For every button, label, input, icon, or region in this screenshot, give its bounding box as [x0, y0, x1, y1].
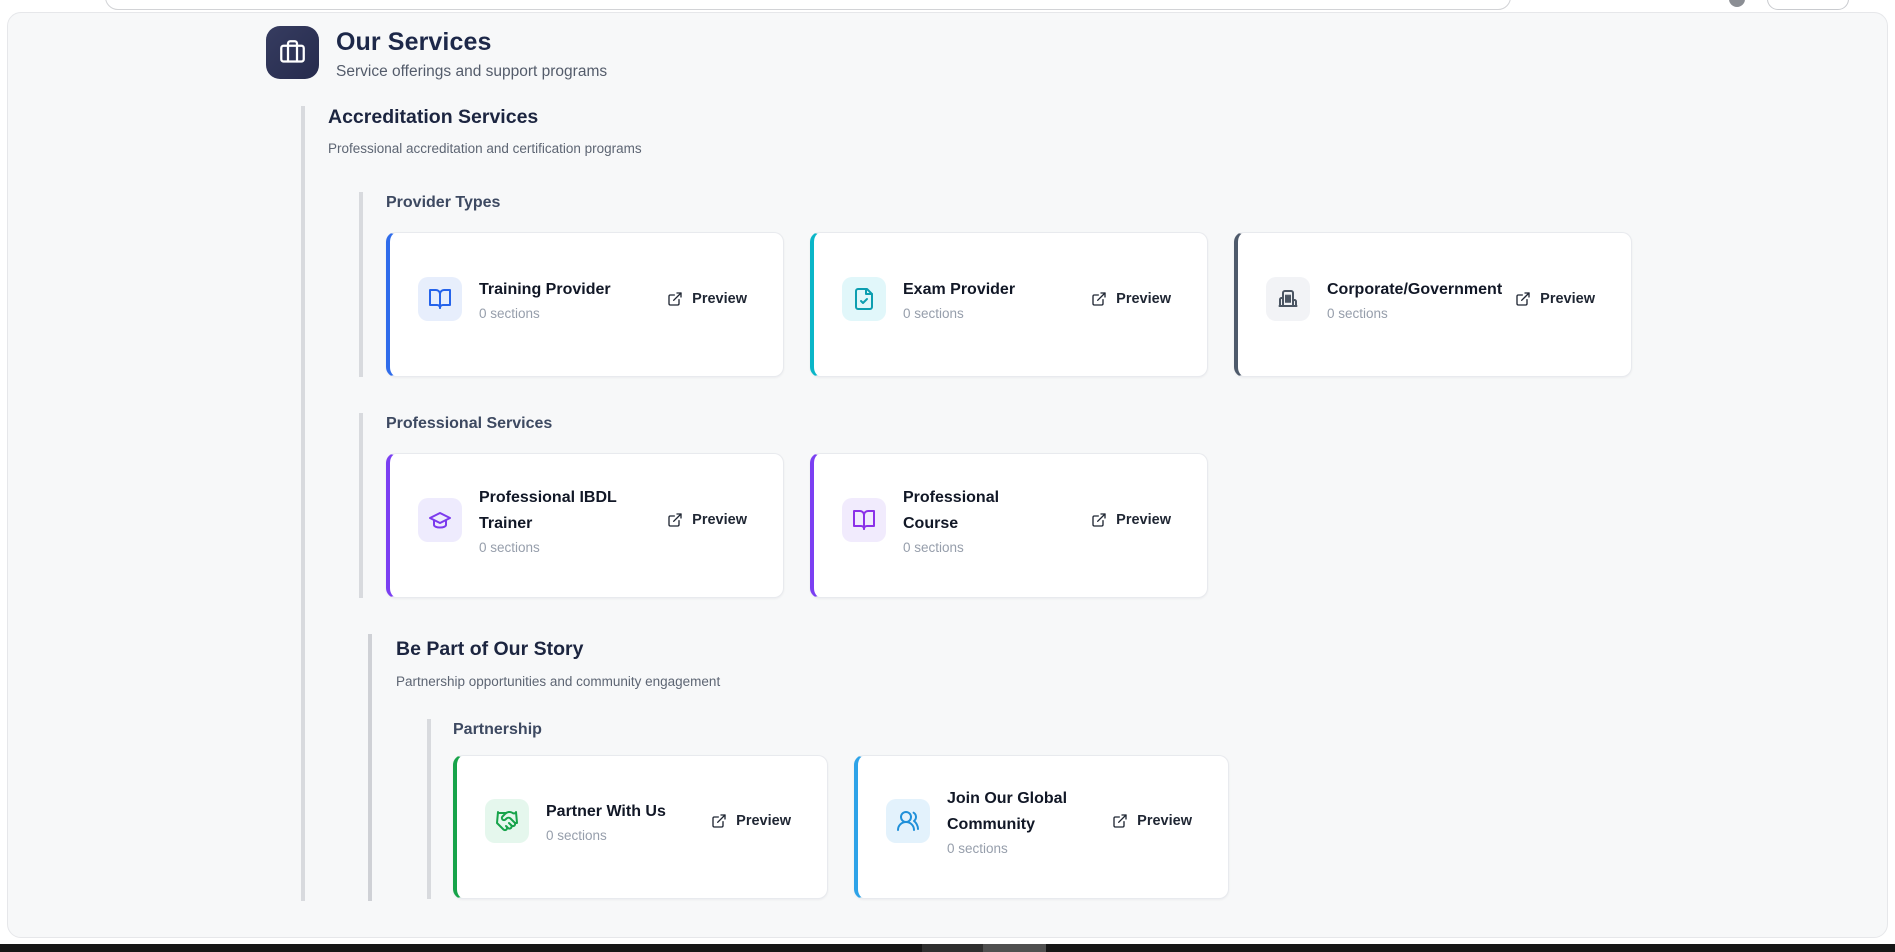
taskbar-item[interactable]: [922, 944, 983, 952]
preview-button[interactable]: Preview: [667, 291, 747, 307]
preview-label: Preview: [1116, 511, 1171, 528]
preview-button[interactable]: Preview: [1112, 813, 1192, 829]
card-title: Corporate/Government: [1327, 281, 1503, 299]
group-provider-types: Provider Types Training Provider 0 section…: [359, 192, 1751, 378]
building-icon: [1266, 276, 1310, 321]
handshake-icon: [485, 798, 529, 843]
section-title: Accreditation Services: [328, 106, 539, 128]
group-title: Partnership: [453, 720, 542, 738]
service-card-exam-provider[interactable]: Exam Provider 0 sections Preview: [810, 232, 1208, 378]
card-sections-count: 0 sections: [479, 305, 540, 321]
preview-button[interactable]: Preview: [1091, 512, 1171, 528]
external-link-icon: [667, 512, 683, 528]
page-subtitle: Service offerings and support programs: [336, 62, 608, 80]
service-card-professional-course[interactable]: Professional Course 0 sections Preview: [810, 453, 1208, 599]
file-check-icon: [842, 276, 886, 321]
external-link-icon: [711, 813, 727, 829]
card-title: Exam Provider: [903, 281, 1016, 299]
service-card-partner-with-us[interactable]: Partner With Us 0 sections Preview: [453, 754, 828, 899]
taskbar-item[interactable]: [983, 944, 1046, 952]
preview-label: Preview: [736, 812, 791, 829]
card-title: Professional IBDL Trainer: [479, 489, 617, 533]
card-title: Partner With Us: [546, 803, 666, 821]
book-open-icon: [842, 497, 886, 542]
section-be-part-of-our-story: Be Part of Our Story Partnership opportu…: [368, 634, 1751, 901]
card-title: Professional Course: [903, 489, 1000, 533]
preview-button[interactable]: Preview: [667, 512, 747, 528]
card-grid: Partner With Us 0 sections Preview Join Our…: [453, 754, 1751, 899]
graduation-cap-icon: [418, 497, 462, 542]
main-panel: Our Services Service offerings and suppo…: [7, 12, 1888, 938]
preview-label: Preview: [1137, 812, 1192, 829]
page-header: Our Services Service offerings and suppo…: [266, 26, 607, 81]
group-title: Provider Types: [386, 194, 501, 212]
browser-topbar: [0, 0, 1895, 12]
external-link-icon: [1515, 291, 1531, 307]
card-sections-count: 0 sections: [1327, 305, 1388, 321]
page-title: Our Services: [336, 28, 492, 56]
section-title: Be Part of Our Story: [396, 638, 584, 661]
preview-label: Preview: [692, 511, 747, 528]
card-grid: Professional IBDL Trainer 0 sections Previ…: [386, 453, 1751, 599]
preview-label: Preview: [692, 290, 747, 307]
url-bar[interactable]: [105, 0, 1511, 10]
users-icon: [886, 798, 930, 843]
preview-label: Preview: [1116, 290, 1171, 307]
card-title: Training Provider: [479, 281, 611, 299]
card-sections-count: 0 sections: [479, 539, 540, 555]
section-subtitle: Professional accreditation and certifica…: [328, 141, 642, 157]
external-link-icon: [667, 291, 683, 307]
taskbar: [0, 944, 1895, 952]
briefcase-icon: [266, 26, 319, 79]
card-sections-count: 0 sections: [903, 305, 964, 321]
group-professional-services: Professional Services Professional IBDL T…: [359, 413, 1751, 599]
card-title: Join Our Global Community: [947, 789, 1068, 834]
card-sections-count: 0 sections: [903, 539, 964, 555]
external-link-icon: [1091, 512, 1107, 528]
card-sections-count: 0 sections: [947, 840, 1008, 856]
card-grid: Training Provider 0 sections Preview Exam P…: [386, 232, 1751, 378]
section-accreditation-services: Accreditation Services Professional accr…: [301, 106, 1751, 901]
service-card-professional-ibdl-trainer[interactable]: Professional IBDL Trainer 0 sections Previ…: [386, 453, 784, 599]
browser-button[interactable]: [1767, 0, 1849, 10]
group-title: Professional Services: [386, 415, 553, 433]
preview-button[interactable]: Preview: [1515, 291, 1595, 307]
external-link-icon: [1112, 813, 1128, 829]
preview-button[interactable]: Preview: [1091, 291, 1171, 307]
account-icon[interactable]: [1729, 0, 1745, 7]
section-subtitle: Partnership opportunities and community …: [396, 673, 721, 689]
service-card-join-our-global-community[interactable]: Join Our Global Community 0 sections Previ…: [854, 754, 1229, 899]
service-card-corporate-government[interactable]: Corporate/Government 0 sections Preview: [1234, 232, 1632, 378]
book-open-icon: [418, 276, 462, 321]
service-card-training-provider[interactable]: Training Provider 0 sections Preview: [386, 232, 784, 378]
preview-label: Preview: [1540, 290, 1595, 307]
preview-button[interactable]: Preview: [711, 813, 791, 829]
external-link-icon: [1091, 291, 1107, 307]
card-sections-count: 0 sections: [546, 827, 607, 843]
group-partnership: Partnership Partner With Us 0 sections Prev…: [427, 718, 1751, 899]
